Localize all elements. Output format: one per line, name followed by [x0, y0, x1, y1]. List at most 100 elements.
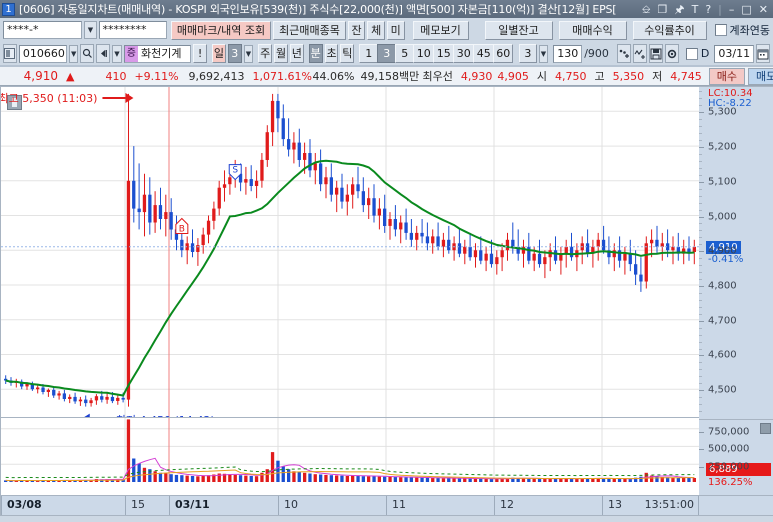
stock-code-input[interactable]: 010660 — [18, 44, 67, 63]
time-label-4: 11 — [392, 498, 406, 511]
period-week-button[interactable]: 주 — [258, 44, 273, 63]
window-title: [0606] 자동일지차트(매매내역) - KOSPI 외국인보유[539(천)… — [19, 3, 617, 16]
time-label-6: 13 — [608, 498, 622, 511]
account-select[interactable]: ****-* — [3, 21, 83, 39]
volume-axis[interactable]: 6,889 136.25% 750,000 500,000 250,000 — [699, 419, 773, 495]
account-dropdown-icon[interactable]: ▼ — [84, 21, 97, 39]
account-link-checkbox[interactable] — [714, 24, 727, 36]
price-axis-label-6: 4,700 — [708, 315, 737, 327]
plot-column: BS 최고 5,350 (11:03) 최저 4,450 (14:42) 03/… — [0, 86, 699, 516]
recent-trades-button[interactable]: 최근매매종목 — [273, 20, 346, 40]
pin-icon[interactable]: 🖈 — [674, 2, 685, 16]
period-day-count[interactable]: 3 — [227, 44, 242, 63]
price-candlestick-svg: BS — [1, 87, 699, 417]
open-label: 시 — [536, 70, 547, 83]
date-input[interactable]: 03/11 — [714, 44, 755, 63]
current-price: 4,910 — [23, 69, 58, 83]
time-label-5: 12 — [500, 498, 514, 511]
tick-option-30[interactable]: 30 — [453, 44, 474, 63]
tick-option-15[interactable]: 15 — [433, 44, 454, 63]
password-field[interactable]: ******** — [98, 21, 167, 39]
tick-option-45[interactable]: 45 — [473, 44, 494, 63]
best-ask: 4,930 — [460, 69, 493, 83]
text-icon[interactable]: T — [691, 2, 699, 16]
close-icon[interactable]: ✕ — [758, 2, 768, 16]
search-icon[interactable] — [80, 44, 95, 63]
best-bid: 4,905 — [497, 69, 529, 83]
tick-option-60[interactable]: 60 — [493, 44, 514, 63]
help-icon[interactable]: ? — [705, 2, 712, 16]
tick-option-3[interactable]: 3 — [377, 44, 396, 63]
account-link-label: 계좌연동 — [729, 24, 770, 37]
chart-menu-icon[interactable] — [7, 95, 22, 110]
unfilled-button[interactable]: 미 — [386, 20, 405, 40]
trade-mark-query-button[interactable]: 매매마크/내역 조회 — [170, 20, 272, 40]
save-icon[interactable] — [648, 44, 663, 63]
period-month-button[interactable]: 월 — [274, 44, 288, 63]
period-year-button[interactable]: 년 — [289, 44, 304, 63]
axis-column: LC:10.34 HC:-8.22 4,910 -0.41% 5,300 5,20… — [699, 86, 773, 516]
gear-icon[interactable] — [664, 44, 679, 63]
window-cascade-icon[interactable]: ❐ — [657, 2, 668, 16]
period-second-button[interactable]: 초 — [324, 44, 339, 63]
volume-axis-menu-icon[interactable] — [760, 423, 771, 434]
calendar-icon[interactable] — [756, 44, 771, 63]
stock-nav-dropdown-icon[interactable]: ▼ — [112, 44, 122, 63]
d-option-label: D — [700, 47, 710, 60]
svg-text:S: S — [232, 166, 238, 176]
volume-chart-pane[interactable] — [0, 418, 699, 496]
d-option-group[interactable]: D — [685, 47, 710, 60]
execution-button[interactable]: 체 — [367, 20, 385, 40]
memo-view-button[interactable]: 메모보기 — [412, 20, 469, 40]
time-label-2: 03/11 — [175, 498, 210, 511]
add-indicator-icon[interactable] — [616, 44, 631, 63]
window-controls: ⎒ ❐ 🖈 T ? | – □ ✕ — [641, 2, 768, 16]
volume-axis-label-2: 250,000 — [708, 461, 750, 473]
add-line-icon[interactable] — [632, 44, 647, 63]
time-axis-right-label: 13:51:00 — [644, 498, 694, 511]
best-quote-label: 최우선 — [422, 70, 453, 83]
period-minute-button[interactable]: 분 — [308, 44, 323, 63]
stock-name-field[interactable]: 증 화천기계 — [123, 44, 192, 63]
volume-badge: 6,889 — [706, 463, 771, 477]
trade-profit-button[interactable]: 매매수익 — [558, 20, 627, 40]
sell-button[interactable]: 매도 — [747, 67, 773, 85]
tick-option-10[interactable]: 10 — [413, 44, 434, 63]
price-change: 410 — [105, 69, 127, 83]
prev-stock-icon[interactable] — [96, 44, 111, 63]
d-option-checkbox[interactable] — [685, 47, 698, 60]
stock-code-dropdown-icon[interactable]: ▼ — [68, 44, 79, 63]
window-restore-icon[interactable]: ⎒ — [641, 2, 651, 16]
tick-option-1[interactable]: 1 — [359, 44, 378, 63]
price-axis-label-8: 4,500 — [708, 384, 737, 396]
period-day-dropdown-icon[interactable]: ▼ — [243, 44, 254, 63]
count-select[interactable]: 3 — [519, 44, 537, 63]
account-link-checkbox-group[interactable]: 계좌연동 — [714, 22, 770, 38]
price-axis-label-4: 4,900 — [708, 245, 737, 257]
high-price: 5,350 — [612, 69, 645, 83]
market-badge: 증 — [124, 45, 138, 62]
balance-button[interactable]: 잔 — [347, 20, 366, 40]
daily-balance-button[interactable]: 일별잔고 — [484, 20, 553, 40]
count-dropdown-icon[interactable]: ▼ — [538, 44, 549, 63]
buy-button[interactable]: 매수 — [708, 67, 745, 85]
alert-button[interactable]: ! — [193, 44, 207, 63]
price-axis[interactable]: LC:10.34 HC:-8.22 4,910 -0.41% 5,300 5,20… — [699, 87, 773, 419]
price-chart-pane[interactable]: BS 최고 5,350 (11:03) 최저 4,450 (14:42) — [0, 86, 699, 418]
high-label: 고 — [594, 70, 605, 83]
code-list-icon[interactable] — [3, 44, 17, 63]
profit-trend-button[interactable]: 수익률추이 — [632, 20, 707, 40]
period-day-button[interactable]: 일 — [211, 44, 226, 63]
tick-option-5[interactable]: 5 — [395, 44, 414, 63]
period-tick-button[interactable]: 틱 — [340, 44, 355, 63]
price-axis-label-1: 5,200 — [708, 141, 737, 153]
volume-axis-label-0: 750,000 — [708, 426, 750, 438]
low-annotation: 최저 4,450 (14:42) — [116, 412, 215, 417]
price-change-pct: +9.11% — [134, 69, 179, 83]
maximize-icon[interactable]: □ — [741, 2, 752, 16]
trade-amount: 49,158백만 — [360, 70, 420, 83]
bar-count-input[interactable]: 130 — [553, 44, 583, 63]
tick-interval-group: 1 3 5 10 15 30 45 60 — [359, 44, 514, 63]
minimize-icon[interactable]: – — [728, 2, 735, 16]
time-axis: 03/08 15 03/11 10 11 12 13 13:51:00 — [0, 496, 699, 516]
